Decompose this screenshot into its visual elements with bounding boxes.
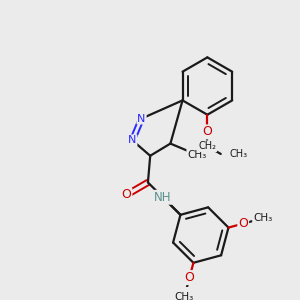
Text: O: O (238, 217, 248, 230)
Text: N: N (128, 135, 136, 145)
Text: CH₃: CH₃ (230, 149, 247, 159)
Text: O: O (122, 188, 131, 201)
Text: N: N (137, 114, 146, 124)
Text: CH₃: CH₃ (175, 292, 194, 300)
Text: O: O (202, 125, 212, 138)
Text: CH₂: CH₂ (198, 141, 216, 151)
Text: CH₃: CH₃ (253, 213, 272, 223)
Text: O: O (184, 271, 194, 284)
Text: NH: NH (154, 191, 172, 204)
Text: CH₃: CH₃ (187, 150, 206, 160)
